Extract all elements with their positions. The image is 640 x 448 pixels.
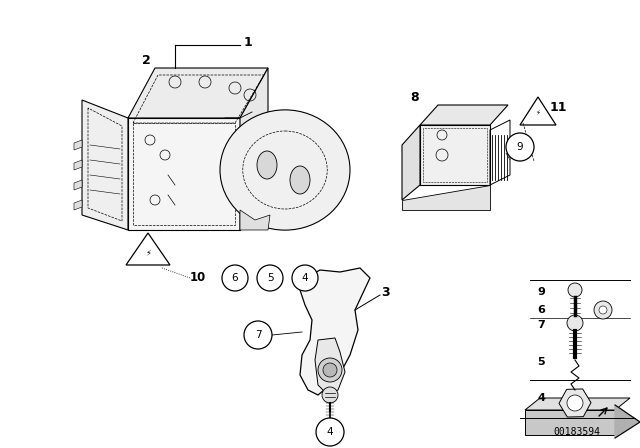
Circle shape [567,315,583,331]
Polygon shape [74,180,82,190]
Circle shape [292,265,318,291]
Text: 9: 9 [537,287,545,297]
Polygon shape [520,97,556,125]
Circle shape [322,387,338,403]
Text: 3: 3 [381,285,390,298]
Text: 00183594: 00183594 [554,427,600,437]
Text: 6: 6 [232,273,238,283]
Text: 1: 1 [244,35,252,48]
Polygon shape [402,185,490,210]
Circle shape [257,265,283,291]
Polygon shape [240,210,270,230]
Polygon shape [74,160,82,170]
Polygon shape [420,105,508,125]
Ellipse shape [257,151,277,179]
Polygon shape [420,125,490,185]
Polygon shape [128,118,240,230]
Circle shape [594,301,612,319]
Circle shape [318,358,342,382]
Text: 9: 9 [516,142,524,152]
Text: 8: 8 [411,90,419,103]
Text: ⚡: ⚡ [536,110,540,116]
Polygon shape [126,233,170,265]
Text: 10: 10 [190,271,206,284]
Polygon shape [315,338,345,395]
Polygon shape [300,268,370,395]
Text: 7: 7 [537,320,545,330]
Polygon shape [74,140,82,150]
Circle shape [222,265,248,291]
Circle shape [567,395,583,411]
Text: 4: 4 [326,427,333,437]
Circle shape [316,418,344,446]
Circle shape [323,363,337,377]
Polygon shape [525,410,615,435]
Polygon shape [82,100,128,230]
Text: 11: 11 [549,100,567,113]
Text: ⚡: ⚡ [145,249,151,258]
Polygon shape [615,405,640,438]
Polygon shape [240,68,268,230]
Text: 6: 6 [537,305,545,315]
Text: 5: 5 [538,357,545,367]
Circle shape [244,321,272,349]
Circle shape [599,306,607,314]
Polygon shape [525,398,630,410]
Text: 4: 4 [301,273,308,283]
Text: 5: 5 [267,273,273,283]
Polygon shape [402,125,420,200]
Text: 7: 7 [255,330,261,340]
Ellipse shape [220,110,350,230]
Text: 4: 4 [537,393,545,403]
Circle shape [506,133,534,161]
Circle shape [568,283,582,297]
Text: 2: 2 [141,53,150,66]
Polygon shape [128,68,268,118]
Polygon shape [74,200,82,210]
Ellipse shape [290,166,310,194]
